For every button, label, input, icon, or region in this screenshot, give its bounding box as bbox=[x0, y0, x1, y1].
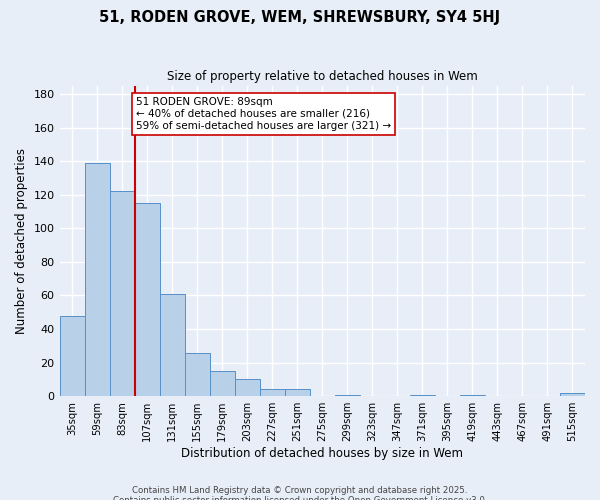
Text: 51 RODEN GROVE: 89sqm
← 40% of detached houses are smaller (216)
59% of semi-det: 51 RODEN GROVE: 89sqm ← 40% of detached … bbox=[136, 98, 391, 130]
Bar bbox=[59, 316, 85, 396]
Bar bbox=[185, 352, 209, 396]
Bar bbox=[460, 394, 485, 396]
Bar bbox=[560, 393, 585, 396]
Bar bbox=[335, 394, 360, 396]
Bar bbox=[260, 390, 285, 396]
Y-axis label: Number of detached properties: Number of detached properties bbox=[15, 148, 28, 334]
Bar bbox=[85, 163, 110, 396]
Bar bbox=[160, 294, 185, 396]
Bar bbox=[134, 203, 160, 396]
Bar bbox=[209, 371, 235, 396]
Text: Contains HM Land Registry data © Crown copyright and database right 2025.: Contains HM Land Registry data © Crown c… bbox=[132, 486, 468, 495]
Bar bbox=[235, 380, 260, 396]
Title: Size of property relative to detached houses in Wem: Size of property relative to detached ho… bbox=[167, 70, 478, 83]
Bar bbox=[285, 390, 310, 396]
Text: Contains public sector information licensed under the Open Government Licence v3: Contains public sector information licen… bbox=[113, 496, 487, 500]
Text: 51, RODEN GROVE, WEM, SHREWSBURY, SY4 5HJ: 51, RODEN GROVE, WEM, SHREWSBURY, SY4 5H… bbox=[100, 10, 500, 25]
Bar bbox=[410, 394, 435, 396]
Bar bbox=[110, 192, 134, 396]
X-axis label: Distribution of detached houses by size in Wem: Distribution of detached houses by size … bbox=[181, 447, 463, 460]
